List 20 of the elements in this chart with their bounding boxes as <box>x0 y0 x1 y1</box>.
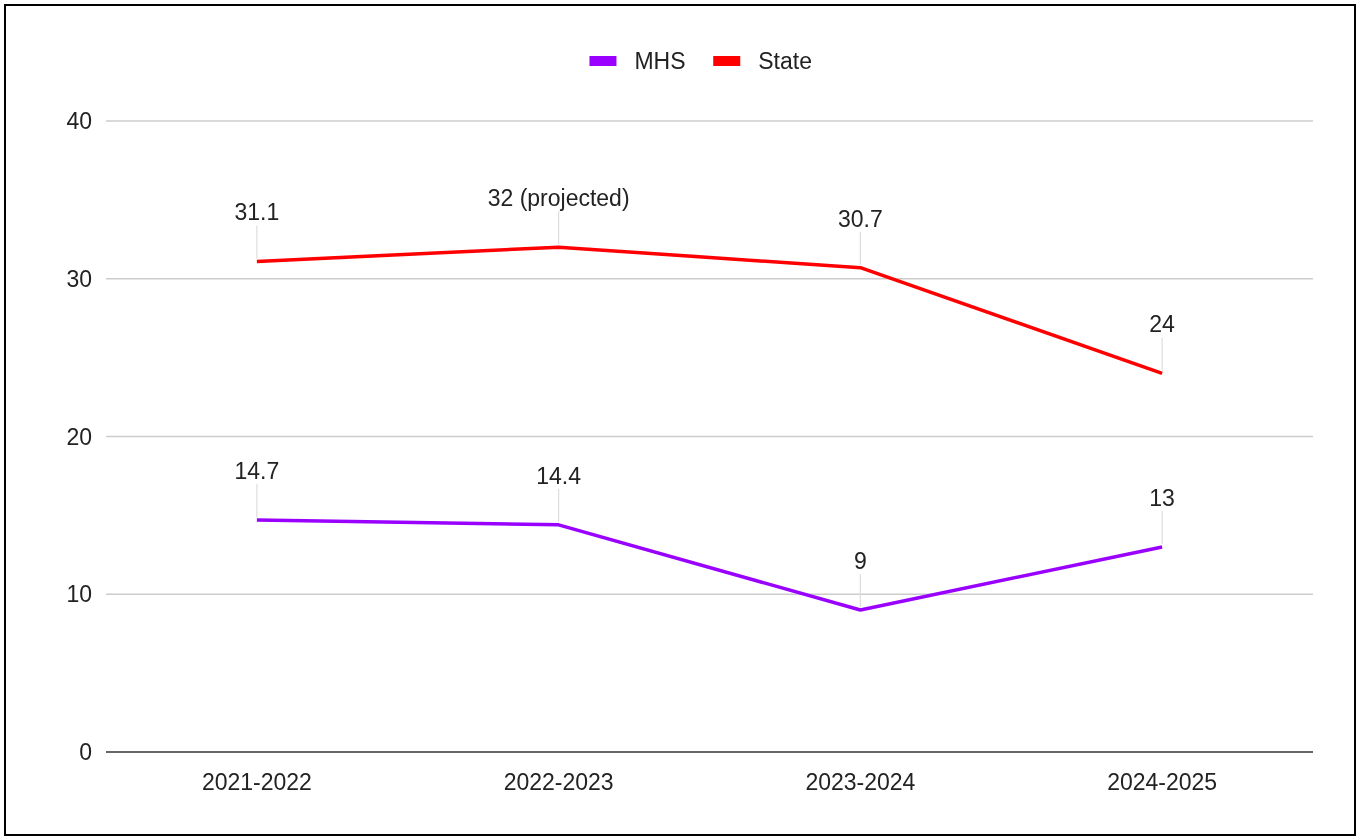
y-tick-label: 20 <box>66 423 92 450</box>
data-label: 31.1 <box>234 199 280 226</box>
data-label: 9 <box>853 548 867 575</box>
legend-label: MHS <box>634 48 686 74</box>
data-label: 24 <box>1149 311 1176 338</box>
line-series <box>255 518 1164 612</box>
y-tick-label: 30 <box>66 265 92 292</box>
x-tick-label: 2023-2024 <box>805 769 916 795</box>
data-label: 32 (projected) <box>487 185 630 212</box>
data-label: 14.4 <box>536 462 582 489</box>
data-label: 30.7 <box>837 205 883 232</box>
y-tick-label: 10 <box>66 581 92 608</box>
x-tick-label: 2024-2025 <box>1107 769 1218 795</box>
y-tick-label: 40 <box>66 108 92 134</box>
x-tick-label: 2022-2023 <box>503 769 614 795</box>
data-label: 13 <box>1149 484 1175 511</box>
y-tick-label: 0 <box>79 739 92 765</box>
x-tick-label: 2021-2022 <box>201 769 312 795</box>
legend-label: State <box>758 48 812 74</box>
data-label: 14.7 <box>234 458 280 485</box>
